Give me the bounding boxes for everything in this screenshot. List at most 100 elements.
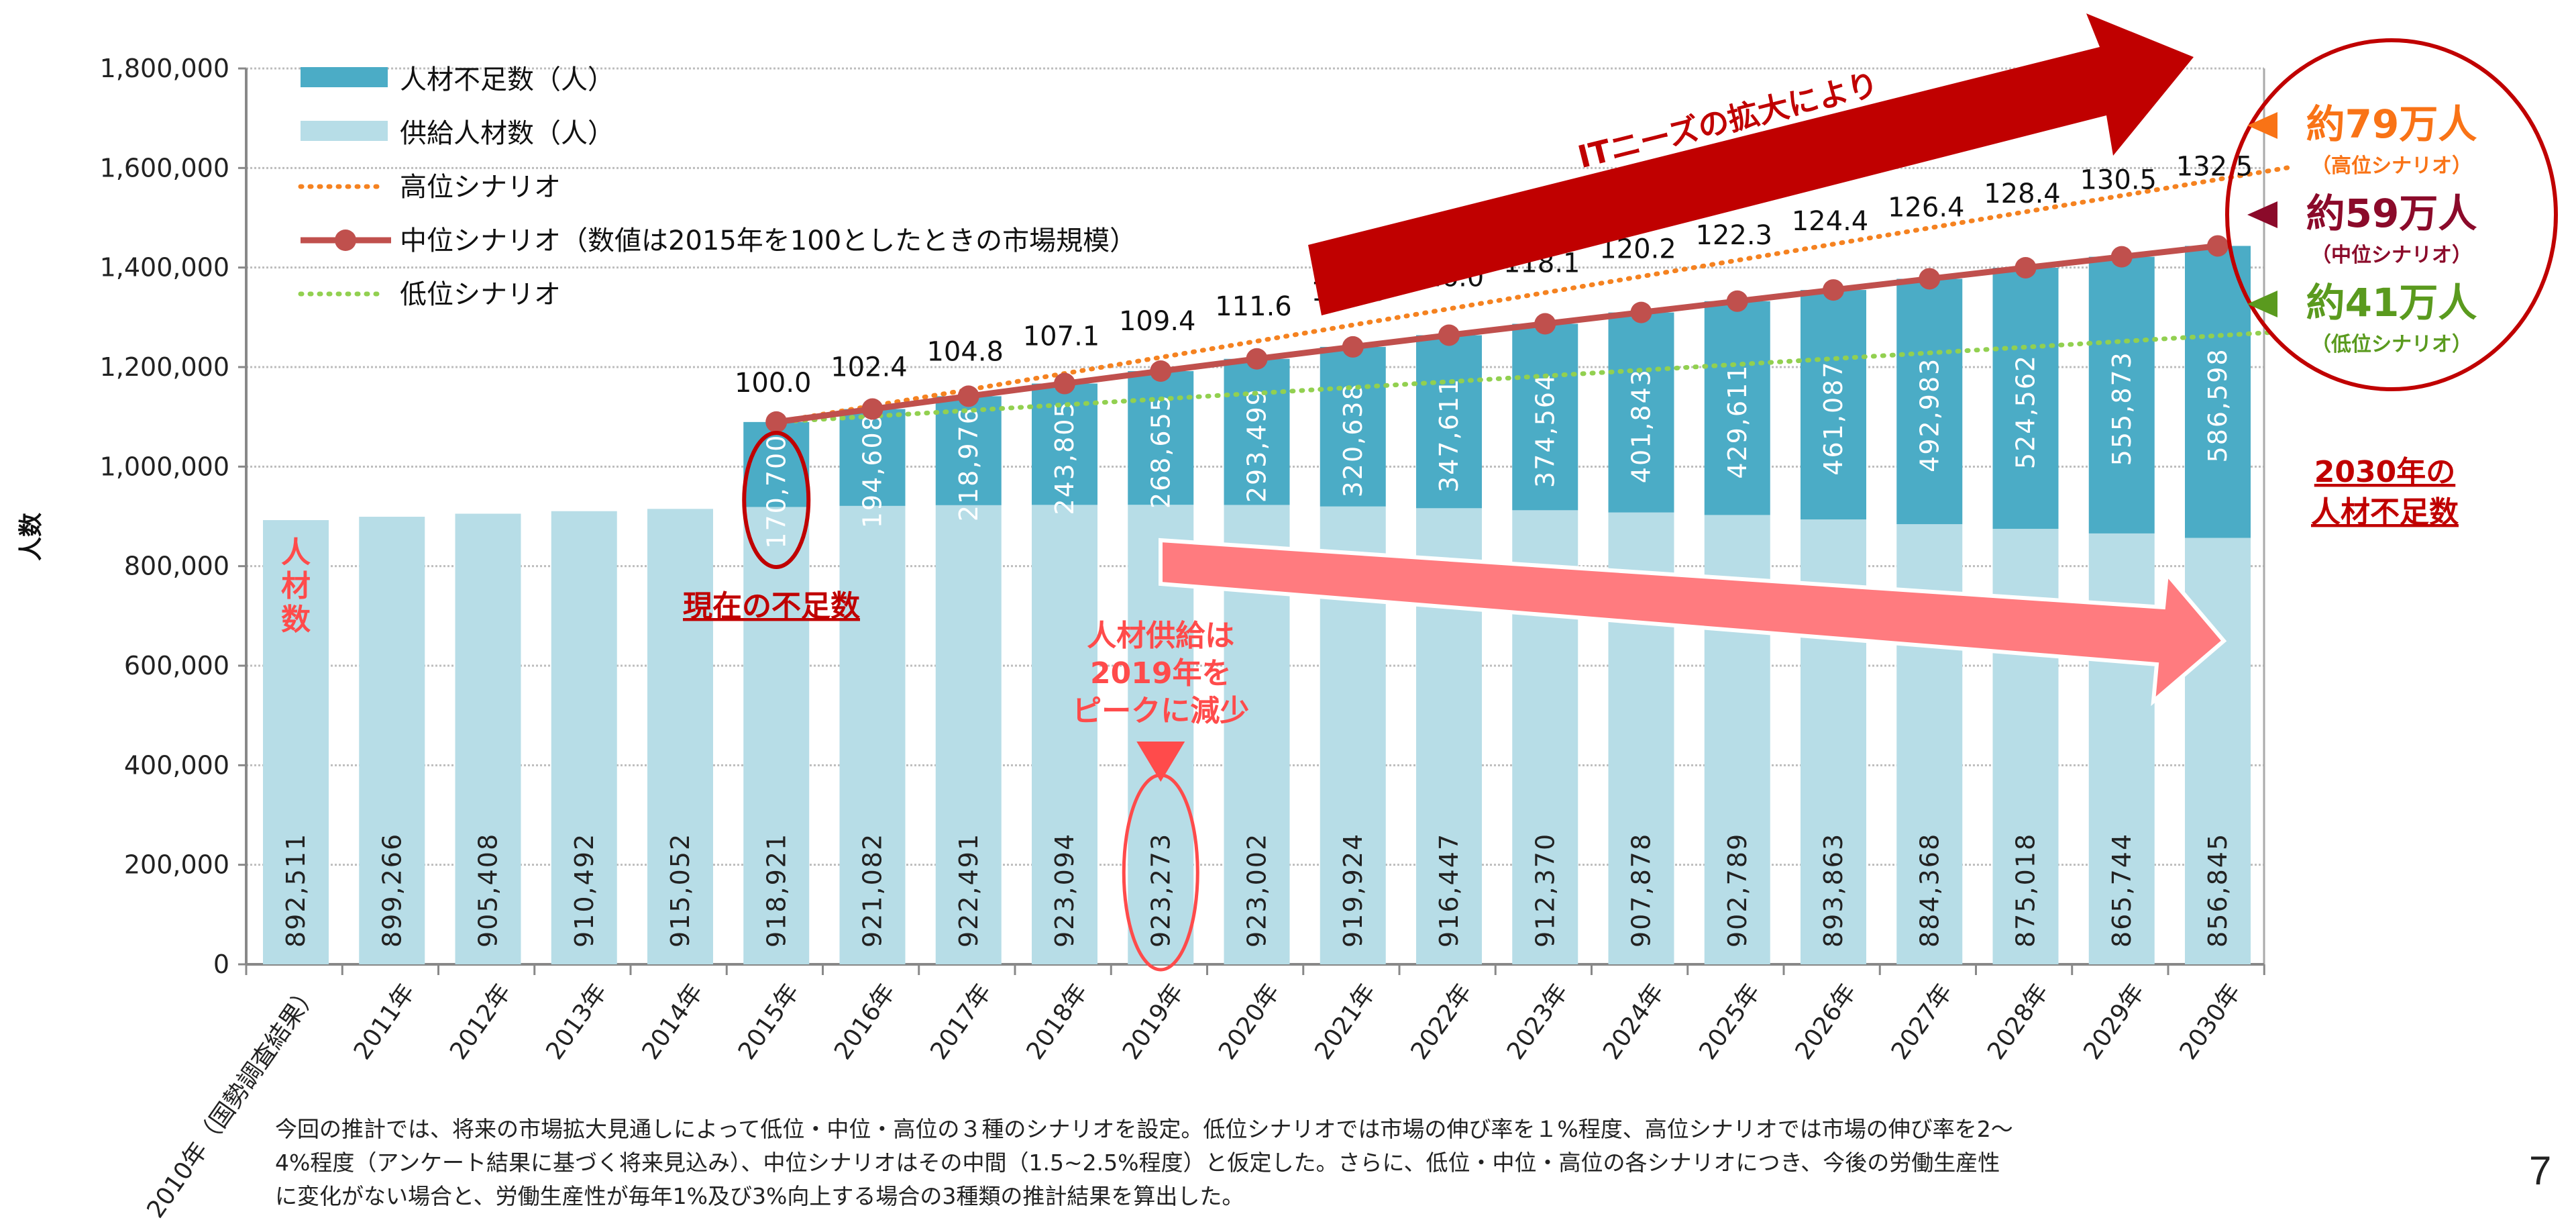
shortage-bar-label: 555,873 xyxy=(2107,351,2137,466)
shortage-2030-title-2: 人材不足数 xyxy=(2311,495,2459,529)
market-index-label: 111.6 xyxy=(1215,291,1292,322)
x-tick-label: 2025年 xyxy=(1694,979,1766,1065)
mid-scenario-marker xyxy=(861,398,883,420)
x-tick-label: 2028年 xyxy=(1982,979,2054,1065)
shortage-2030-title-1: 2030年の xyxy=(2314,455,2455,489)
y-axis: 0 200,000 400,000 600,000 800,000 1,000,000 1,… xyxy=(100,54,2265,979)
supply-bar-label: 923,094 xyxy=(1050,833,1079,948)
current-shortage-circle xyxy=(742,431,811,569)
shortage-bar-label: 429,611 xyxy=(1723,364,1752,479)
supply-peak-circle xyxy=(1122,773,1199,972)
mid-scenario-marker xyxy=(2110,246,2133,268)
mid-scenario-line xyxy=(775,242,2218,425)
supply-bar-label: 919,924 xyxy=(1338,833,1368,948)
supply-bar xyxy=(359,517,425,964)
supply-peak-text-3: ピークに減少 xyxy=(1072,694,1249,728)
supply-bar xyxy=(263,520,329,964)
market-index-label: 132.5 xyxy=(2176,151,2253,182)
supply-peak-text-1: 人材供給は xyxy=(1087,619,1234,653)
shortage-bar-label: 170,700 xyxy=(761,434,791,549)
supply-bar xyxy=(647,509,713,964)
low-pointer-icon xyxy=(2247,291,2277,317)
supply-bar xyxy=(839,505,906,964)
market-index-label: 107.1 xyxy=(1023,321,1100,352)
supply-bar xyxy=(551,511,617,964)
market-index-label: 109.4 xyxy=(1119,306,1196,337)
legend-swatch-supply xyxy=(301,121,388,141)
supply-bar-label: 916,447 xyxy=(1434,833,1464,948)
mid-scenario-marker xyxy=(1726,290,1748,312)
y-axis-title: 人数 xyxy=(17,513,45,561)
mid-scenario-marker xyxy=(1150,360,1172,382)
high-shortage-value: 約79万人 xyxy=(2306,101,2477,147)
supply-peak-text-2: 2019年を xyxy=(1090,656,1231,691)
shortage-bar xyxy=(1896,278,1963,525)
footnote: 今回の推計では、将来の市場拡大見通しによって低位・中位・高位の３種のシナリオを設… xyxy=(275,1113,2220,1213)
mid-scenario-marker xyxy=(1054,372,1075,395)
supply-bar xyxy=(743,507,810,964)
y-tick-label: 200,000 xyxy=(124,850,229,880)
shortage-bar-label: 293,499 xyxy=(1242,388,1272,503)
market-index-label: 124.4 xyxy=(1792,206,1869,237)
mid-shortage-value: 約59万人 xyxy=(2306,191,2477,236)
mid-scenario-marker xyxy=(765,411,788,433)
legend-label: 高位シナリオ xyxy=(400,172,561,203)
supply-bar-label: 905,408 xyxy=(474,833,503,948)
low-shortage-value: 約41万人 xyxy=(2306,280,2477,325)
shortage-bar xyxy=(2185,246,2251,538)
y-tick-label: 1,400,000 xyxy=(100,253,229,283)
mid-scenario-marker xyxy=(957,385,979,407)
y-tick-label: 1,000,000 xyxy=(100,452,229,481)
supply-bar-label: 918,921 xyxy=(761,833,791,948)
supply-bar-label: 923,273 xyxy=(1146,833,1175,948)
x-tick-label: 2019年 xyxy=(1118,979,1189,1065)
legend-label: 低位シナリオ xyxy=(400,279,561,310)
mid-scenario-marker xyxy=(1246,348,1268,370)
supply-bar xyxy=(935,505,1002,964)
y-tick-label: 400,000 xyxy=(124,750,229,780)
x-tick-label: 2026年 xyxy=(1790,979,1862,1065)
x-tick-label: 2029年 xyxy=(2078,979,2150,1065)
market-index-label: 100.0 xyxy=(735,368,812,399)
shortage-bar-label: 461,087 xyxy=(1819,360,1848,475)
legend-swatch-shortage xyxy=(301,67,388,87)
supply-bar xyxy=(455,513,521,964)
supply-side-label-char: 数 xyxy=(281,603,311,637)
shortage-bar xyxy=(1608,312,1674,513)
supply-bar-label: 893,863 xyxy=(1819,833,1848,948)
shortage-bar-label: 374,564 xyxy=(1530,373,1560,488)
supply-bar-label: 923,002 xyxy=(1242,833,1272,948)
x-tick-label: 2022年 xyxy=(1406,979,1478,1065)
x-tick-label: 2027年 xyxy=(1886,979,1958,1065)
y-tick-label: 1,800,000 xyxy=(100,54,229,83)
mid-scenario-marker xyxy=(1342,336,1364,358)
shortage-bar xyxy=(743,421,810,507)
supply-bar-label: 892,511 xyxy=(281,833,311,948)
supply-decline-arrow xyxy=(1159,538,2227,707)
market-index-label: 130.5 xyxy=(2080,165,2157,196)
market-index-label: 126.4 xyxy=(1888,192,1965,223)
shortage-bar-label: 401,843 xyxy=(1627,368,1656,483)
legend: 人材不足数（人） 供給人材数（人） 高位シナリオ中位シナリオ（数値は2015年を10… xyxy=(298,64,1136,310)
shortage-bar-label: 586,598 xyxy=(2203,348,2233,462)
y-tick-label: 1,200,000 xyxy=(100,352,229,382)
legend-label: 供給人材数（人） xyxy=(400,118,614,149)
market-index-label: 102.4 xyxy=(830,352,908,383)
high-scenario-line xyxy=(773,164,2297,425)
supply-bar-label: 875,018 xyxy=(2011,833,2041,948)
legend-label: 人材不足数（人） xyxy=(400,64,614,95)
shortage-bar xyxy=(1320,346,1386,507)
bars: 892,511 899,266 905,408 910,492 915,052 918,9… xyxy=(263,246,2251,964)
supply-bar-label: 865,744 xyxy=(2107,833,2137,948)
shortage-bar xyxy=(935,396,1002,505)
mid-scenario-marker xyxy=(1630,301,1652,323)
shortage-bar-label: 347,611 xyxy=(1434,378,1464,493)
mid-scenario-marker xyxy=(2015,256,2037,278)
footnote-line-2: 4%程度（アンケート結果に基づく将来見込み）、中位シナリオはその中間（1.5~2… xyxy=(275,1150,2000,1176)
supply-bar-label: 856,845 xyxy=(2203,833,2233,948)
mid-scenario-marker xyxy=(1438,324,1460,346)
x-tick-label: 2013年 xyxy=(541,979,612,1065)
y-tick-label: 0 xyxy=(213,950,229,979)
y-tick-label: 800,000 xyxy=(124,552,229,581)
